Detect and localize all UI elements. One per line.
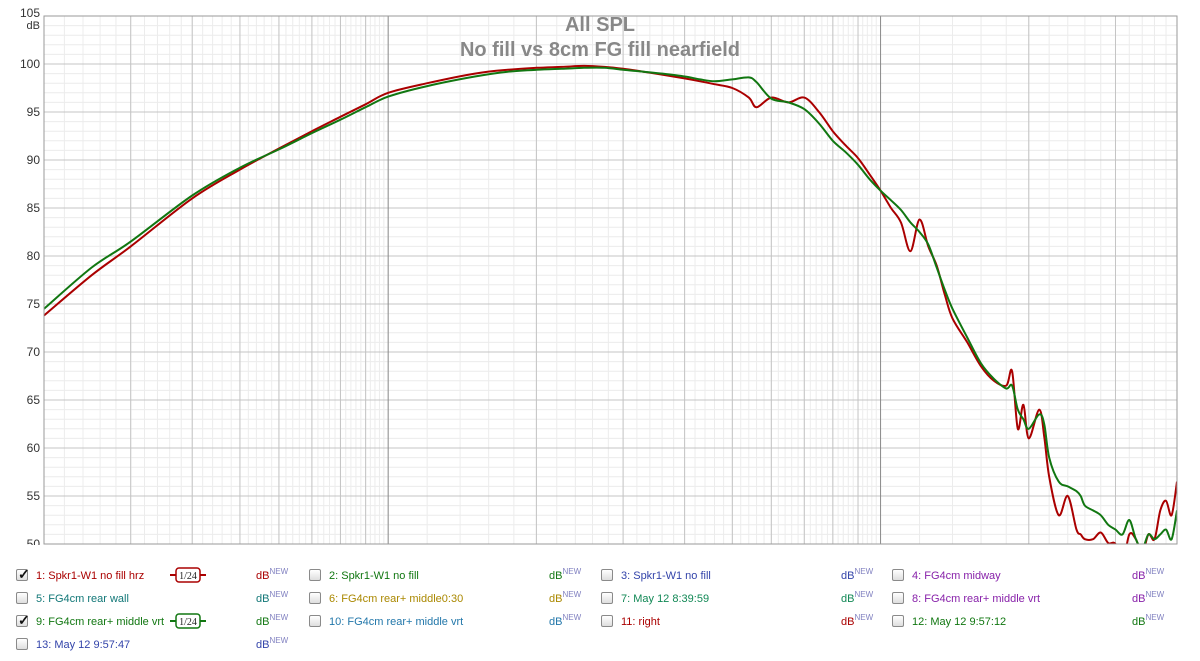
- new-badge: NEW: [1145, 567, 1165, 576]
- legend-label: 10: FG4cm rear+ middle vrt: [329, 616, 464, 628]
- svg-text:1/24: 1/24: [179, 571, 197, 582]
- legend-unit[interactable]: dBNEW: [841, 590, 874, 605]
- new-badge: NEW: [562, 590, 582, 599]
- new-badge: NEW: [854, 590, 874, 599]
- legend-unit[interactable]: dBNEW: [549, 590, 582, 605]
- legend-unit[interactable]: dBNEW: [1132, 613, 1165, 628]
- legend-label: 4: FG4cm midway: [912, 570, 1001, 582]
- legend-unit[interactable]: dBNEW: [256, 613, 289, 628]
- new-badge: NEW: [1145, 590, 1165, 599]
- legend-unit[interactable]: dBNEW: [841, 613, 874, 628]
- legend-panel: ✓ 1: Spkr1-W1 no fill hrz 1/24 dBNEW 2: Spkr…: [12, 565, 1188, 657]
- legend-unit[interactable]: dBNEW: [256, 567, 289, 582]
- legend-checkbox[interactable]: [601, 615, 613, 627]
- legend-item: 4: FG4cm midway dBNEW: [888, 565, 1178, 587]
- legend-checkbox[interactable]: [601, 592, 613, 604]
- svg-text:1/24: 1/24: [179, 617, 197, 628]
- legend-checkbox[interactable]: [309, 569, 321, 581]
- plot-area: 50556065707580859095100dB105203040506070…: [19, 6, 1178, 545]
- new-badge: NEW: [562, 613, 582, 622]
- legend-label: 6: FG4cm rear+ middle0:30: [329, 593, 464, 605]
- y-tick-label: 55: [27, 489, 41, 503]
- y-tick-label: 100: [20, 57, 40, 71]
- legend-checkbox[interactable]: [892, 592, 904, 604]
- y-tick-label: 95: [27, 105, 41, 119]
- legend-checkbox[interactable]: [601, 569, 613, 581]
- plot-background: [44, 16, 1177, 544]
- legend-label: 1: Spkr1-W1 no fill hrz: [36, 570, 145, 582]
- legend-item: 6: FG4cm rear+ middle0:30 dBNEW: [305, 588, 595, 610]
- new-badge: NEW: [269, 636, 289, 645]
- new-badge: NEW: [269, 567, 289, 576]
- legend-checkbox[interactable]: [16, 638, 28, 650]
- legend-checkbox[interactable]: [16, 592, 28, 604]
- smoothing-indicator[interactable]: 1/24: [170, 567, 206, 583]
- y-tick-label: 65: [27, 393, 41, 407]
- legend-item: ✓ 1: Spkr1-W1 no fill hrz 1/24 dBNEW: [12, 565, 302, 587]
- legend-unit[interactable]: dBNEW: [549, 613, 582, 628]
- legend-item: 2: Spkr1-W1 no fill dBNEW: [305, 565, 595, 587]
- new-badge: NEW: [269, 590, 289, 599]
- legend-item: 11: right dBNEW: [597, 611, 887, 633]
- smoothing-indicator[interactable]: 1/24: [170, 613, 206, 629]
- new-badge: NEW: [1145, 613, 1165, 622]
- series-line-2: [44, 66, 1177, 544]
- legend-item: 8: FG4cm rear+ middle vrt dBNEW: [888, 588, 1178, 610]
- legend-label: 12: May 12 9:57:12: [912, 616, 1007, 628]
- check-icon: ✓: [18, 612, 30, 628]
- y-tick-label: 75: [27, 297, 41, 311]
- legend-label: 13: May 12 9:57:47: [36, 639, 131, 651]
- spl-chart: 50556065707580859095100dB105203040506070…: [20, 6, 1178, 545]
- plot-border: [43, 15, 1178, 545]
- y-axis-unit: dB: [27, 20, 40, 32]
- legend-item: 12: May 12 9:57:12 dBNEW: [888, 611, 1178, 633]
- legend-label: 7: May 12 8:39:59: [621, 593, 710, 605]
- legend-checkbox[interactable]: ✓: [16, 612, 30, 628]
- legend-checkbox[interactable]: ✓: [16, 566, 30, 582]
- legend-unit[interactable]: dBNEW: [1132, 590, 1165, 605]
- legend-item: 10: FG4cm rear+ middle vrt dBNEW: [305, 611, 595, 633]
- legend-item: 7: May 12 8:39:59 dBNEW: [597, 588, 887, 610]
- legend-checkbox[interactable]: [892, 615, 904, 627]
- legend-checkbox[interactable]: [309, 592, 321, 604]
- legend-unit[interactable]: dBNEW: [256, 590, 289, 605]
- legend-checkbox[interactable]: [309, 615, 321, 627]
- legend-label: 5: FG4cm rear wall: [36, 593, 129, 605]
- series-line-1: [44, 64, 1177, 544]
- legend-label: 9: FG4cm rear+ middle vrt: [36, 616, 165, 628]
- legend-unit[interactable]: dBNEW: [1132, 567, 1165, 582]
- y-tick-label: 90: [27, 153, 41, 167]
- y-tick-label: 105: [20, 6, 40, 20]
- chart-subtitle: No fill vs 8cm FG fill nearfield: [459, 39, 741, 61]
- legend-label: 2: Spkr1-W1 no fill: [329, 570, 419, 582]
- legend-label: 11: right: [621, 616, 660, 628]
- legend-item: 5: FG4cm rear wall dBNEW: [12, 588, 302, 610]
- new-badge: NEW: [854, 567, 874, 576]
- legend-label: 8: FG4cm rear+ middle vrt: [912, 593, 1041, 605]
- legend-unit[interactable]: dBNEW: [549, 567, 582, 582]
- y-tick-label: 70: [27, 345, 41, 359]
- y-tick-label: 60: [27, 441, 41, 455]
- legend-label: 3: Spkr1-W1 no fill: [621, 570, 711, 582]
- new-badge: NEW: [854, 613, 874, 622]
- legend-unit[interactable]: dBNEW: [256, 636, 289, 651]
- legend-item: ✓ 9: FG4cm rear+ middle vrt 1/24 dBNEW: [12, 611, 302, 633]
- new-badge: NEW: [562, 567, 582, 576]
- new-badge: NEW: [269, 613, 289, 622]
- y-tick-label: 85: [27, 201, 41, 215]
- legend-unit[interactable]: dBNEW: [841, 567, 874, 582]
- legend-item: 3: Spkr1-W1 no fill dBNEW: [597, 565, 887, 587]
- legend-checkbox[interactable]: [892, 569, 904, 581]
- chart-title: All SPL: [564, 14, 635, 36]
- legend-item: 13: May 12 9:57:47 dBNEW: [12, 634, 302, 656]
- check-icon: ✓: [18, 566, 30, 582]
- y-tick-label: 50: [27, 537, 41, 545]
- y-tick-label: 80: [27, 249, 41, 263]
